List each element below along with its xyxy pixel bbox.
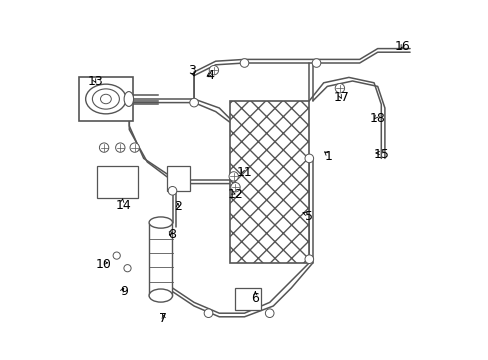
Circle shape [168, 186, 177, 195]
Circle shape [189, 98, 198, 107]
Text: 16: 16 [394, 40, 410, 53]
Circle shape [305, 255, 313, 264]
Circle shape [311, 59, 320, 67]
Text: 3: 3 [188, 64, 196, 77]
Ellipse shape [124, 91, 133, 107]
Circle shape [305, 154, 313, 163]
Circle shape [113, 252, 120, 259]
Bar [235, 288, 260, 310]
Bar [167, 166, 190, 191]
Text: 6: 6 [251, 292, 259, 305]
Circle shape [240, 59, 248, 67]
Bar [149, 222, 172, 296]
Circle shape [204, 309, 212, 318]
Ellipse shape [85, 84, 126, 114]
Circle shape [230, 183, 240, 192]
Circle shape [335, 84, 344, 93]
Text: 9: 9 [120, 285, 127, 298]
Text: 1: 1 [325, 150, 332, 163]
Bar [230, 101, 309, 263]
Circle shape [265, 309, 273, 318]
Ellipse shape [149, 289, 172, 302]
Text: 14: 14 [116, 199, 131, 212]
Text: 12: 12 [227, 188, 243, 201]
Circle shape [123, 265, 131, 272]
Text: 17: 17 [333, 91, 349, 104]
Text: 8: 8 [168, 228, 176, 240]
Bar [97, 166, 138, 198]
Ellipse shape [92, 89, 119, 109]
Text: 18: 18 [369, 112, 385, 125]
Bar [79, 77, 133, 121]
Circle shape [228, 172, 238, 181]
Text: 13: 13 [87, 75, 103, 87]
Ellipse shape [101, 94, 111, 104]
Text: 5: 5 [305, 210, 313, 222]
Ellipse shape [149, 217, 172, 228]
Circle shape [209, 66, 218, 75]
Circle shape [115, 143, 125, 152]
Text: 15: 15 [373, 148, 388, 161]
Text: 10: 10 [96, 258, 112, 271]
Circle shape [99, 143, 108, 152]
Text: 4: 4 [206, 69, 214, 82]
Text: 11: 11 [236, 166, 252, 179]
Text: 7: 7 [159, 312, 167, 325]
Circle shape [130, 143, 139, 152]
Text: 2: 2 [174, 201, 182, 213]
